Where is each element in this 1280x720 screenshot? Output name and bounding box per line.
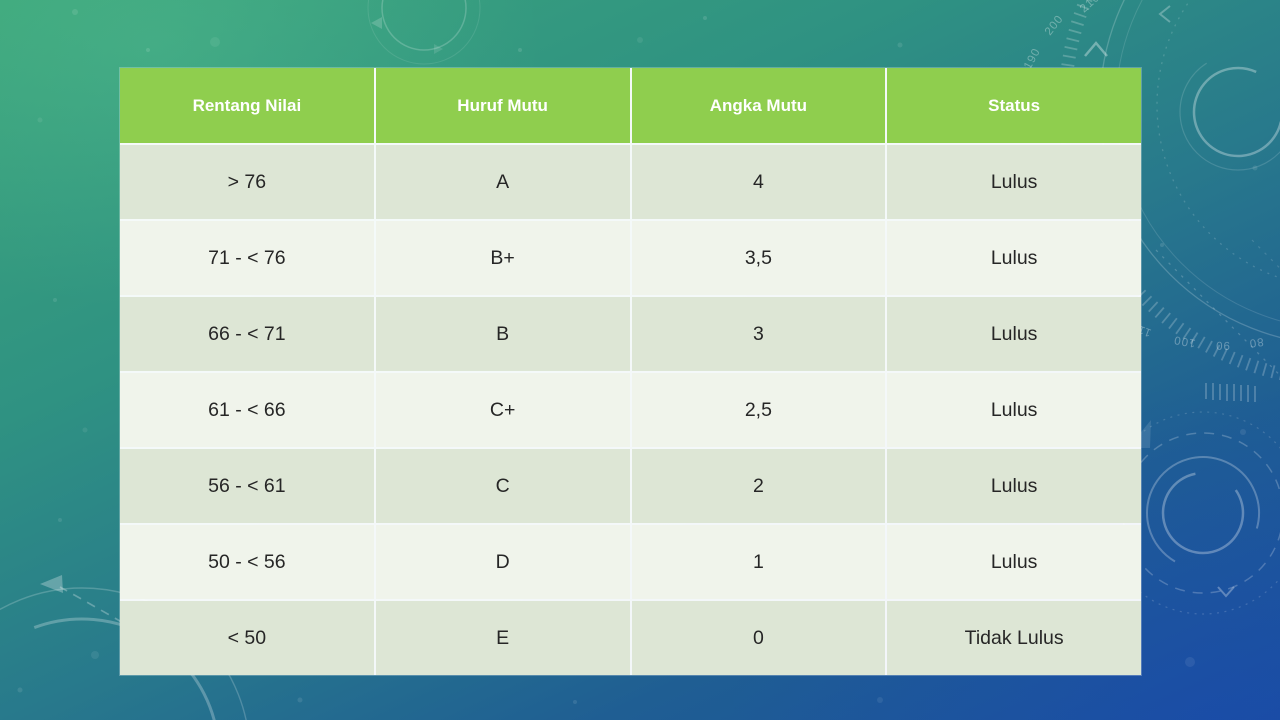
cell-status: Lulus bbox=[887, 449, 1141, 523]
cell-status: Lulus bbox=[887, 525, 1141, 599]
decor-dashed-ring bbox=[1122, 432, 1280, 594]
cell-angka-mutu: 3,5 bbox=[631, 221, 886, 295]
dotted-line bbox=[1155, 249, 1280, 377]
gauge-number: 200 bbox=[1043, 13, 1066, 38]
cell-rentang-nilai: > 76 bbox=[120, 145, 374, 219]
triangle-icon bbox=[434, 44, 443, 54]
table-row: 61 - < 66 C+ 2,5 Lulus bbox=[120, 373, 1141, 447]
column-header-status: Status bbox=[887, 68, 1141, 143]
cell-huruf-mutu: C bbox=[375, 449, 630, 523]
tick-band bbox=[1205, 383, 1256, 402]
cell-huruf-mutu: E bbox=[375, 601, 630, 675]
decor-arc bbox=[1161, 471, 1245, 555]
chevron-down-icon bbox=[1217, 586, 1235, 598]
dial-inner-arc bbox=[1192, 66, 1280, 158]
cell-angka-mutu: 0 bbox=[631, 601, 886, 675]
cell-huruf-mutu: B+ bbox=[375, 221, 630, 295]
cell-rentang-nilai: 61 - < 66 bbox=[120, 373, 374, 447]
cell-rentang-nilai: < 50 bbox=[120, 601, 374, 675]
table-row: 66 - < 71 B 3 Lulus bbox=[120, 297, 1141, 371]
decor-arc bbox=[1146, 456, 1260, 570]
column-header-rentang-nilai: Rentang Nilai bbox=[120, 68, 374, 143]
gauge-number: 100 bbox=[1173, 333, 1197, 349]
cell-angka-mutu: 2,5 bbox=[631, 373, 886, 447]
cell-huruf-mutu: C+ bbox=[375, 373, 630, 447]
cell-rentang-nilai: 71 - < 76 bbox=[120, 221, 374, 295]
cell-rentang-nilai: 66 - < 71 bbox=[120, 297, 374, 371]
decor-circle bbox=[367, 0, 481, 65]
cell-angka-mutu: 1 bbox=[631, 525, 886, 599]
cell-status: Lulus bbox=[887, 373, 1141, 447]
cell-status: Lulus bbox=[887, 145, 1141, 219]
chevron-up-icon bbox=[1084, 41, 1108, 57]
grade-table: Rentang Nilai Huruf Mutu Angka Mutu Stat… bbox=[120, 68, 1141, 675]
table-row: 50 - < 56 D 1 Lulus bbox=[120, 525, 1141, 599]
cell-rentang-nilai: 50 - < 56 bbox=[120, 525, 374, 599]
cell-angka-mutu: 4 bbox=[631, 145, 886, 219]
cell-status: Lulus bbox=[887, 297, 1141, 371]
dotted-line bbox=[1251, 239, 1280, 270]
column-header-huruf-mutu: Huruf Mutu bbox=[375, 68, 630, 143]
cell-status: Tidak Lulus bbox=[887, 601, 1141, 675]
cell-status: Lulus bbox=[887, 221, 1141, 295]
dial-inner-arc bbox=[1179, 53, 1280, 171]
cell-huruf-mutu: B bbox=[375, 297, 630, 371]
column-header-angka-mutu: Angka Mutu bbox=[631, 68, 886, 143]
cell-angka-mutu: 2 bbox=[631, 449, 886, 523]
table-header-row: Rentang Nilai Huruf Mutu Angka Mutu Stat… bbox=[120, 68, 1141, 143]
triangle-icon bbox=[371, 17, 382, 29]
cell-huruf-mutu: D bbox=[375, 525, 630, 599]
cell-angka-mutu: 3 bbox=[631, 297, 886, 371]
gauge-number: 210 bbox=[1078, 0, 1103, 15]
table-row: 56 - < 61 C 2 Lulus bbox=[120, 449, 1141, 523]
table-row: > 76 A 4 Lulus bbox=[120, 145, 1141, 219]
table-row: < 50 E 0 Tidak Lulus bbox=[120, 601, 1141, 675]
dial-dotted-ring bbox=[1156, 0, 1280, 279]
chevron-left-icon bbox=[1158, 5, 1171, 23]
decor-circle bbox=[381, 0, 467, 51]
cell-huruf-mutu: A bbox=[375, 145, 630, 219]
arrowhead-icon bbox=[40, 575, 63, 593]
table-row: 71 - < 76 B+ 3,5 Lulus bbox=[120, 221, 1141, 295]
gauge-number: 90 bbox=[1215, 339, 1230, 351]
cell-rentang-nilai: 56 - < 61 bbox=[120, 449, 374, 523]
gauge-number: 80 bbox=[1248, 335, 1264, 349]
